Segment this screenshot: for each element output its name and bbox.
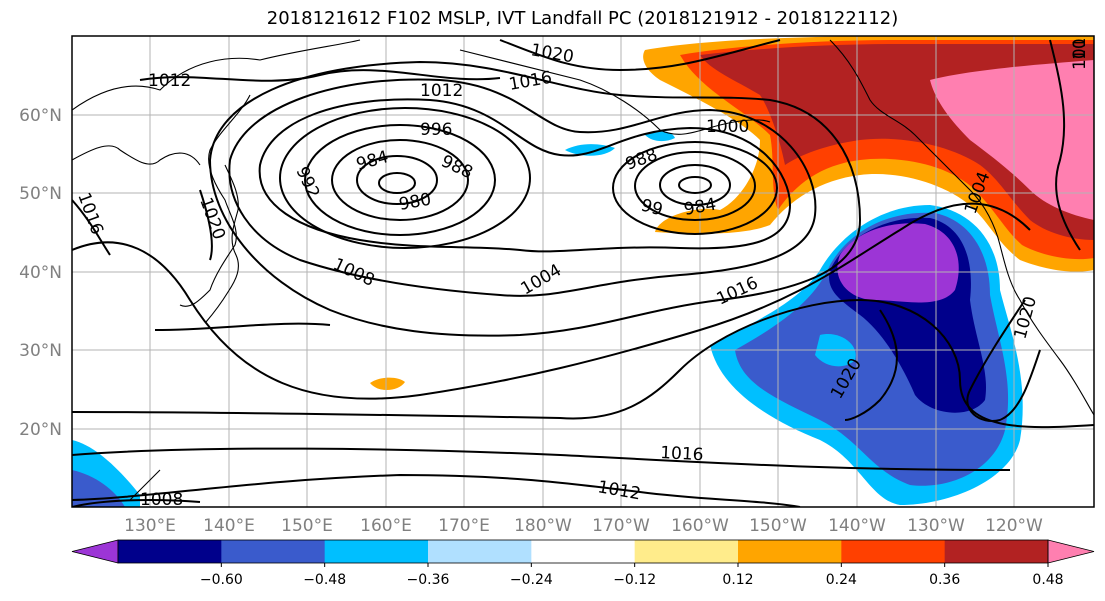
japan-coast [205,164,239,323]
isobar-label: 1000 [706,117,749,137]
colorbar-border [117,539,1049,564]
lat-label: 50°N [19,184,62,204]
isobar-980-east [678,176,712,194]
isobar-1020-north [499,39,781,72]
colorbar-box [531,540,636,563]
isobar-1012-bottom [72,473,801,507]
colorbar-tick-label: −0.24 [510,572,553,588]
isobar-label: 1016 [1070,27,1090,70]
colorbar-box [634,540,739,563]
map-border [71,35,1095,508]
colorbar-boxes [71,539,1095,564]
lon-label: 130°E [124,516,176,536]
isobar-1008-sw [72,498,201,507]
isobar-1016-south [72,447,1011,471]
lat-label: 60°N [19,106,62,126]
lon-label: 150°E [281,516,333,536]
colorbar-ticks: −0.60 −0.48 −0.36 −0.24 −0.12 0.12 0.24 0.36 0.4… [200,563,1064,588]
isobar-988-east [634,151,756,221]
colorbar: −0.60 −0.48 −0.36 −0.24 −0.12 0.12 0.24 0.36 0.4… [71,539,1095,588]
isobar-1012-north [139,69,501,82]
isobar-1012-west [154,322,331,331]
colorbar-arrow-max [1047,539,1095,564]
isobar-992-west [304,124,496,236]
longitude-labels: 130°E 140°E 150°E 160°E 170°E 180°W 170°… [124,516,1043,536]
lon-label: 160°E [360,516,412,536]
ivt-positive-060 [930,60,1094,220]
colorbar-box [841,540,946,563]
isobar-1016-west [72,199,111,256]
lon-label: 140°W [828,516,886,536]
colorbar-tick-label: −0.60 [200,572,243,588]
isobar-label: 1012 [420,81,463,101]
isobar-1020-east [966,299,1041,422]
colorbar-tick-label: 0.36 [929,572,960,588]
north-america-coast [829,39,1094,416]
isobar-label: 996 [420,120,452,140]
isobar-1016-north-east [1049,39,1081,251]
colorbar-tick-label: −0.48 [303,572,346,588]
isobar-996-west [279,107,531,249]
isobar-1008 [208,60,862,337]
lat-label: 20°N [19,420,62,440]
isobar-1016-mid [72,202,1031,400]
lon-label: 160°W [671,516,729,536]
philippines-coast [129,469,161,501]
colorbar-box [944,540,1049,563]
isobar-label: 1008 [140,490,183,510]
asia-coast [72,39,361,307]
isobar-984-east [659,164,731,206]
colorbar-box [221,540,326,563]
lat-label: 40°N [19,263,62,283]
colorbar-tick-label: −0.12 [613,572,656,588]
isobar-988-west [331,139,469,221]
colorbar-box [324,540,429,563]
lon-label: 170°E [438,516,490,536]
isobars [72,39,1094,507]
isobar-1004 [228,78,817,297]
colorbar-tick-label: 0.24 [826,572,857,588]
ivt-positive-patch [370,377,405,391]
lon-label: 120°W [985,516,1043,536]
lat-label: 30°N [19,341,62,361]
colorbar-tick-label: 0.12 [722,572,753,588]
lon-label: 140°E [203,516,255,536]
lon-label: 180°W [514,516,572,536]
colorbar-arrow-min [71,539,119,564]
isobar-992-east [612,141,778,235]
ivt-negative-060 [837,223,959,303]
latitude-labels: 60°N 50°N 40°N 30°N 20°N [19,106,62,440]
map-title: 2018121612 F102 MSLP, IVT Landfall PC (2… [266,8,899,29]
isobar-984-west [356,155,438,205]
lon-label: 130°W [907,516,965,536]
colorbar-tick-label: −0.36 [407,572,450,588]
lon-label: 170°W [592,516,650,536]
colorbar-tick-label: 0.48 [1032,572,1063,588]
graticule [72,36,1094,507]
colorbar-box [428,540,532,563]
colorbar-box [118,540,222,563]
isobar-label: 1016 [1070,17,1090,60]
ivt-negative-patch [565,144,615,156]
isobar-1020-mid [844,309,898,421]
lon-label: 150°W [749,516,807,536]
ivt-shading [72,36,1094,507]
isobar-980-west [378,172,416,194]
isobar-label: 1012 [148,71,191,91]
isobar-label: 1016 [660,443,704,465]
isobar-1012-south [72,298,1094,429]
isobar-1020-west [199,189,213,261]
isobar-1000 [258,98,792,253]
colorbar-box [738,540,842,563]
